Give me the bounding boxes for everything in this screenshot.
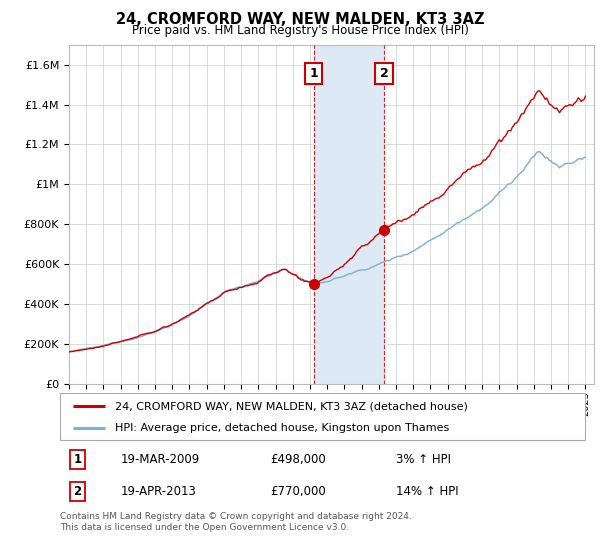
Text: HPI: Average price, detached house, Kingston upon Thames: HPI: Average price, detached house, King… [115,423,449,433]
Text: 24, CROMFORD WAY, NEW MALDEN, KT3 3AZ: 24, CROMFORD WAY, NEW MALDEN, KT3 3AZ [116,12,484,27]
Text: 1: 1 [73,453,82,466]
Text: 2: 2 [380,67,388,80]
Text: 19-APR-2013: 19-APR-2013 [121,485,196,498]
Text: 1: 1 [309,67,318,80]
Text: 2: 2 [73,485,82,498]
Text: £770,000: £770,000 [270,485,326,498]
Text: 14% ↑ HPI: 14% ↑ HPI [396,485,458,498]
Text: 19-MAR-2009: 19-MAR-2009 [121,453,200,466]
Text: Price paid vs. HM Land Registry's House Price Index (HPI): Price paid vs. HM Land Registry's House … [131,24,469,37]
Text: Contains HM Land Registry data © Crown copyright and database right 2024.
This d: Contains HM Land Registry data © Crown c… [60,512,412,532]
Text: £498,000: £498,000 [270,453,326,466]
Text: 3% ↑ HPI: 3% ↑ HPI [396,453,451,466]
Text: 24, CROMFORD WAY, NEW MALDEN, KT3 3AZ (detached house): 24, CROMFORD WAY, NEW MALDEN, KT3 3AZ (d… [115,401,468,411]
